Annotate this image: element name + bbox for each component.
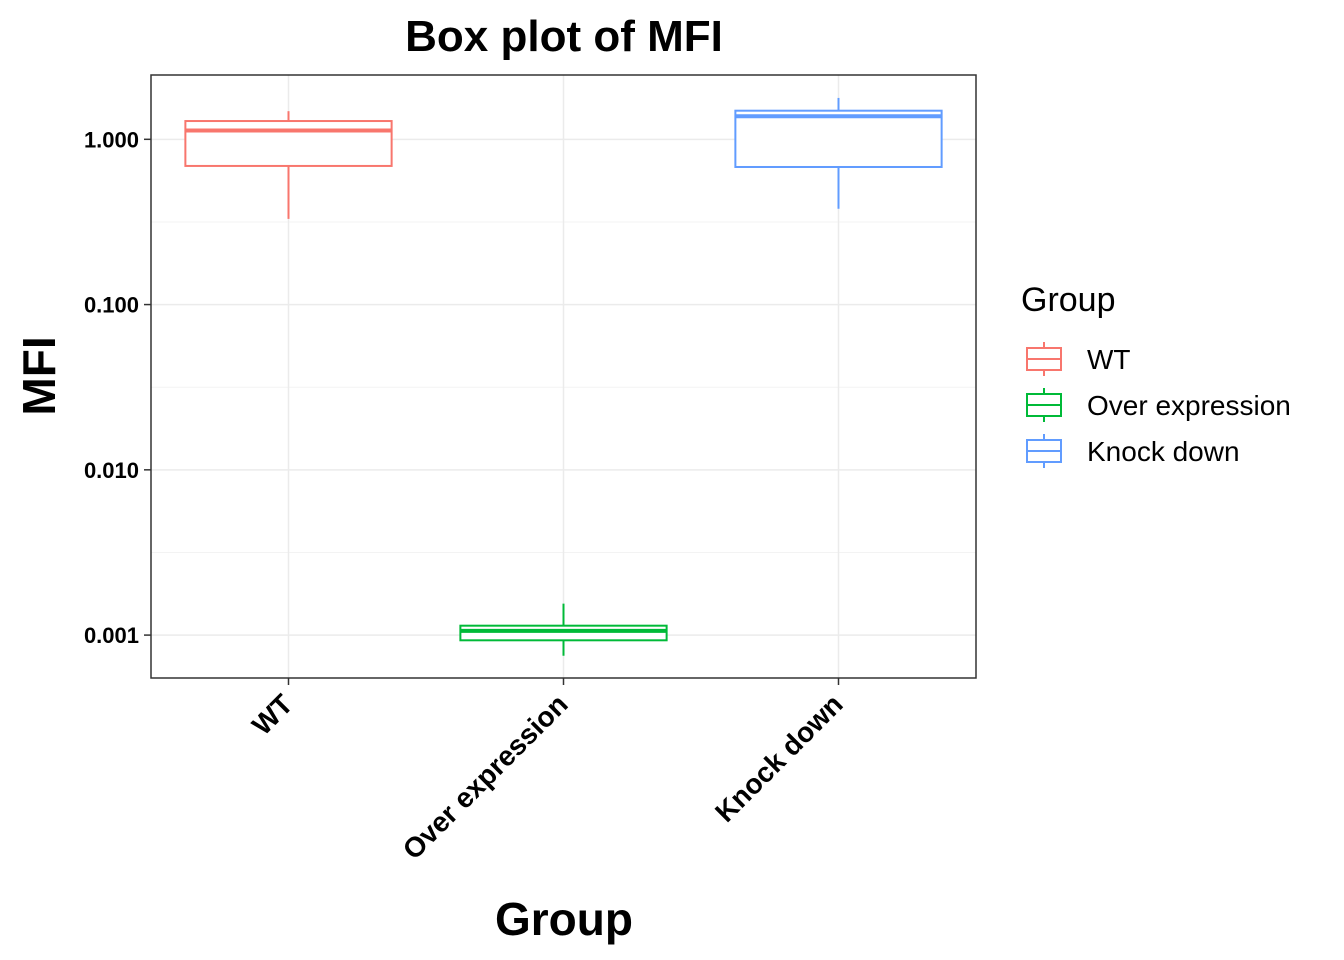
boxes	[184, 97, 943, 656]
legend: Group WT Over expression Knock down	[1021, 281, 1291, 468]
box-iqr	[734, 109, 943, 168]
legend-item: Knock down	[1026, 434, 1240, 468]
legend-item: Over expression	[1026, 388, 1291, 422]
plot-panel	[150, 74, 977, 679]
y-axis-title: MFI	[13, 336, 65, 415]
box-iqr	[459, 624, 668, 642]
legend-label: WT	[1087, 344, 1131, 375]
y-tick-label: 0.001	[84, 623, 139, 648]
box-over-expression	[459, 603, 668, 656]
legend-label: Knock down	[1087, 436, 1240, 467]
x-axis: WT Over expression Knock down	[246, 678, 849, 865]
x-axis-title: Group	[495, 893, 633, 945]
y-tick-label: 0.100	[84, 293, 139, 318]
y-axis: 0.001 0.010 0.100 1.000	[84, 127, 151, 648]
x-tick-label: Knock down	[709, 688, 849, 828]
box-wt	[184, 111, 393, 219]
box-knock-down	[734, 97, 943, 209]
x-tick-label: WT	[246, 688, 299, 741]
box-iqr	[184, 120, 393, 167]
y-tick-label: 1.000	[84, 127, 139, 152]
y-tick-label: 0.010	[84, 458, 139, 483]
legend-key-wt-icon	[1026, 342, 1062, 376]
x-tick-label: Over expression	[397, 688, 574, 865]
legend-item: WT	[1026, 342, 1131, 376]
chart-title: Box plot of MFI	[405, 12, 723, 61]
legend-label: Over expression	[1087, 390, 1291, 421]
legend-title: Group	[1021, 281, 1116, 319]
legend-key-over-expression-icon	[1026, 388, 1062, 422]
legend-key-knock-down-icon	[1026, 434, 1062, 468]
legend-items: WT Over expression Knock down	[1026, 342, 1291, 468]
